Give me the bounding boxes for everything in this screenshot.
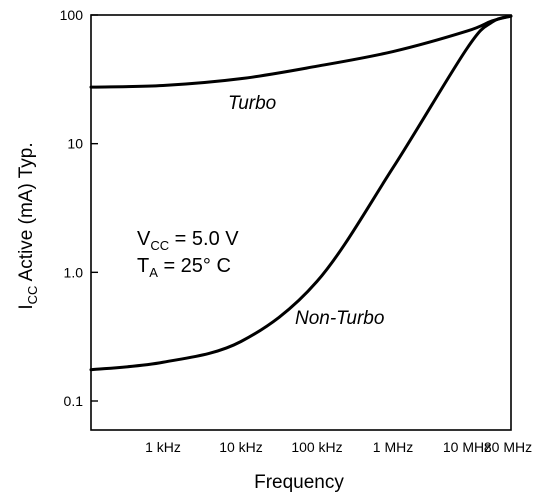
series-line-non-turbo bbox=[89, 14, 513, 372]
y-tick-label: 10 bbox=[67, 136, 83, 152]
series-line-turbo bbox=[89, 14, 513, 89]
x-tick-label: 100 kHz bbox=[291, 439, 342, 455]
x-axis-title: Frequency bbox=[254, 472, 344, 493]
x-tick-label: 1 kHz bbox=[145, 439, 181, 455]
y-tick-label: 1.0 bbox=[64, 264, 84, 280]
series-label-turbo: Turbo bbox=[228, 93, 276, 114]
y-tick-label: 100 bbox=[60, 7, 84, 23]
x-tick-label: 10 kHz bbox=[219, 439, 263, 455]
plot-area-frame bbox=[90, 14, 512, 431]
y-axis-title: ICC Active (mA) Typ. bbox=[16, 142, 40, 309]
y-tick-label: 0.1 bbox=[64, 393, 84, 409]
series-layer bbox=[89, 14, 513, 372]
x-tick-label: 80 MHz bbox=[484, 439, 532, 455]
y-axis-ticks: 0.1 1.0 10 100 bbox=[60, 7, 98, 409]
x-tick-label: 1 MHz bbox=[373, 439, 413, 455]
x-tick-label: 10 MHz bbox=[443, 439, 491, 455]
series-label-non-turbo: Non-Turbo bbox=[295, 308, 384, 329]
condition-vcc: VCC = 5.0 V bbox=[137, 228, 239, 253]
condition-ta: TA = 25° C bbox=[137, 255, 231, 280]
